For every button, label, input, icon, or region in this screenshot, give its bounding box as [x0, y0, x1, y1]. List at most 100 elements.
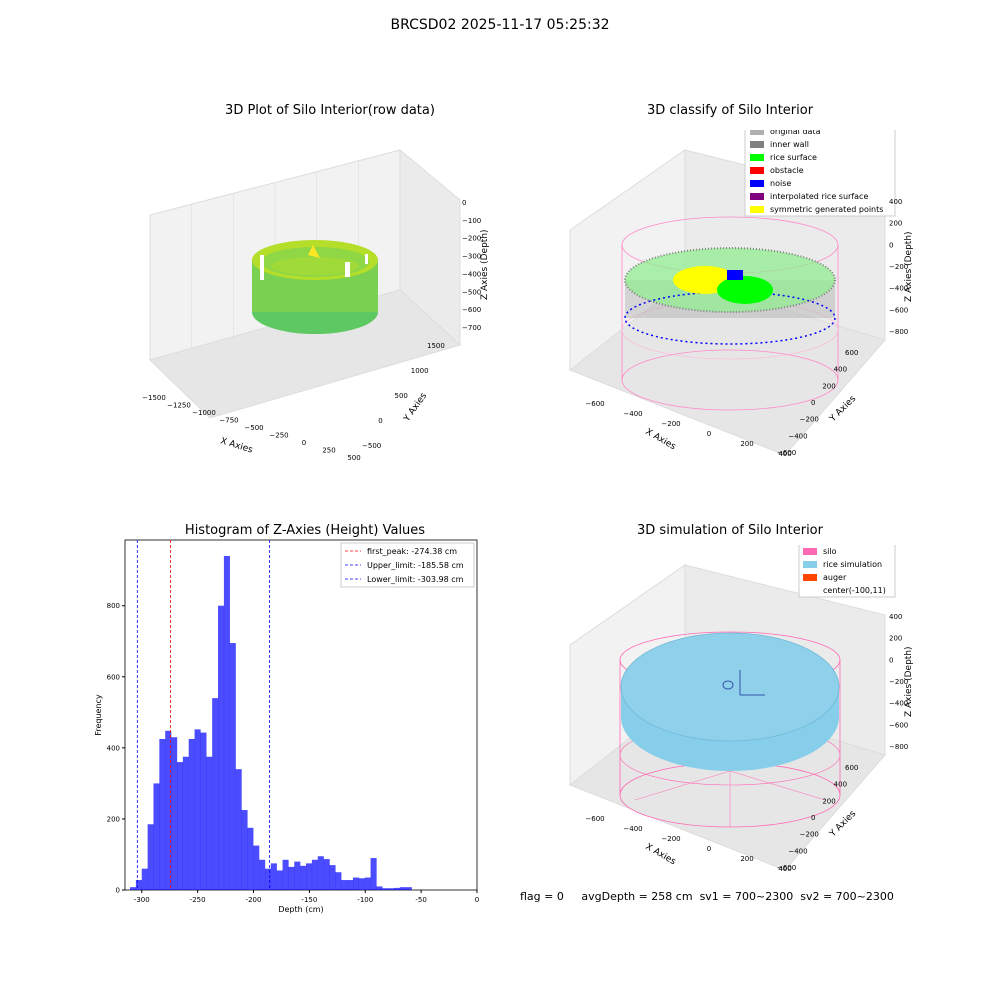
z-tick-label: 400 [889, 198, 902, 206]
raw-z-axis-label: Z Axies (Depth) [480, 229, 490, 300]
z-tick-label: 400 [889, 613, 902, 621]
classify-x-axis-label: X Axies [644, 427, 678, 452]
x-tick-label: −400 [623, 825, 642, 833]
x-tick-label: 400 [778, 450, 791, 458]
histogram-bar [165, 730, 172, 890]
sv2-text: sv2 = 700~2300 [800, 890, 894, 903]
histogram-title: Histogram of Z-Axies (Height) Values [184, 523, 426, 538]
legend-label: noise [770, 179, 791, 188]
z-tick-label: 0 [889, 241, 893, 249]
x-tick-label: −600 [585, 815, 604, 823]
histogram-bars [130, 555, 412, 890]
histogram-bar [182, 756, 189, 890]
y-tick-label: −600 [777, 449, 796, 457]
histogram-bar [212, 698, 219, 890]
x-tick-label: −200 [661, 420, 680, 428]
z-tick-label: −500 [462, 288, 481, 296]
legend-label: auger [823, 573, 847, 582]
histogram-bar [235, 769, 242, 890]
flag-text: flag = 0 [520, 890, 564, 903]
classified-point-cloud [624, 247, 836, 345]
histogram-bar [294, 861, 301, 890]
histogram-y-axis-label: Frequency [94, 694, 103, 736]
raw-3d-plot: −1500−1250−1000−750−500−2500250500−50005… [142, 148, 490, 462]
histogram-bar [153, 783, 160, 890]
histogram-bar [341, 880, 348, 890]
histogram-bar [382, 888, 389, 890]
histogram-bar [223, 555, 230, 890]
histogram-ticks: -300 -250 -200 -150 -100 -50 0 0 200 400 600 800 [107, 602, 480, 904]
z-tick-label: 200 [889, 220, 902, 228]
legend-swatch [803, 548, 817, 555]
x-tick-label: 0 [707, 430, 711, 438]
y-tick-label: 600 [845, 764, 858, 772]
histogram-bar [288, 866, 295, 890]
x-tick-label: 0 [707, 845, 711, 853]
figure-title: BRCSD02 2025-11-17 05:25:32 [390, 17, 610, 33]
x-tick-label: -200 [246, 896, 262, 904]
histogram-bar [264, 868, 272, 890]
histogram-bar [300, 865, 307, 890]
legend-swatch [750, 130, 764, 135]
avg-depth-text: avgDepth = 258 cm [581, 890, 693, 903]
legend-swatch [750, 193, 764, 200]
z-tick-label: −200 [889, 263, 908, 271]
histogram-bar [218, 605, 225, 890]
status-footer: flag = 0 avgDepth = 258 cm sv1 = 700~230… [520, 890, 894, 903]
z-tick-label: −200 [889, 678, 908, 686]
y-tick-label: 400 [834, 781, 847, 789]
x-tick-label: 0 [475, 896, 479, 904]
z-tick-label: 200 [889, 635, 902, 643]
histogram-bar [405, 887, 412, 890]
histogram-bar [194, 729, 201, 890]
y-tick-label: 1000 [411, 367, 429, 375]
raw-3d-tick-labels: −1500−1250−1000−750−500−2500250500−50005… [142, 199, 481, 462]
x-tick-label: −1250 [167, 402, 191, 410]
y-tick-label: 0 [811, 814, 815, 822]
z-tick-label: 0 [889, 656, 893, 664]
legend-label: interpolated rice surface [770, 192, 868, 201]
y-tick-label: 200 [822, 797, 835, 805]
y-tick-label: −400 [788, 847, 807, 855]
x-tick-label: −1000 [192, 409, 216, 417]
x-tick-label: −600 [585, 400, 604, 408]
panel-classify-title: 3D classify of Silo Interior [646, 103, 814, 118]
y-tick-label: −200 [800, 416, 819, 424]
histogram-bar [171, 737, 178, 890]
y-tick-label: 200 [107, 815, 120, 823]
legend-label: inner wall [770, 140, 809, 149]
histogram-bar [200, 732, 207, 890]
histogram-bar [188, 738, 195, 890]
x-tick-label: −200 [661, 835, 680, 843]
histogram-bar [399, 887, 406, 890]
z-tick-label: −600 [889, 306, 908, 314]
histogram-bar [247, 827, 254, 890]
histogram-bar [259, 859, 266, 890]
x-tick-label: −400 [623, 410, 642, 418]
histogram-bar [176, 762, 184, 890]
legend-swatch [750, 180, 764, 187]
x-tick-label: 200 [740, 440, 753, 448]
z-tick-label: −300 [462, 253, 481, 261]
histogram-bar [323, 859, 330, 890]
y-tick-label: 500 [395, 392, 408, 400]
legend-swatch [750, 154, 764, 161]
sv1-text: sv1 = 700~2300 [699, 890, 794, 903]
legend-swatch [803, 561, 817, 568]
z-tick-label: 0 [462, 199, 466, 207]
histogram-bar [141, 868, 148, 890]
histogram-bar [159, 738, 166, 890]
legend-label: rice simulation [823, 560, 882, 569]
depth-histogram: -300 -250 -200 -150 -100 -50 0 0 200 400 600 800 fi… [94, 539, 480, 914]
legend-label: original data [770, 130, 821, 136]
histogram-bar [352, 877, 360, 890]
x-tick-label: −1500 [142, 394, 166, 402]
y-tick-label: 400 [107, 744, 120, 752]
histogram-bar [329, 865, 336, 890]
histogram-bar [229, 643, 236, 890]
legend-swatch [750, 167, 764, 174]
z-tick-label: −200 [462, 235, 481, 243]
y-tick-label: 0 [116, 887, 120, 895]
x-tick-label: −750 [219, 417, 238, 425]
